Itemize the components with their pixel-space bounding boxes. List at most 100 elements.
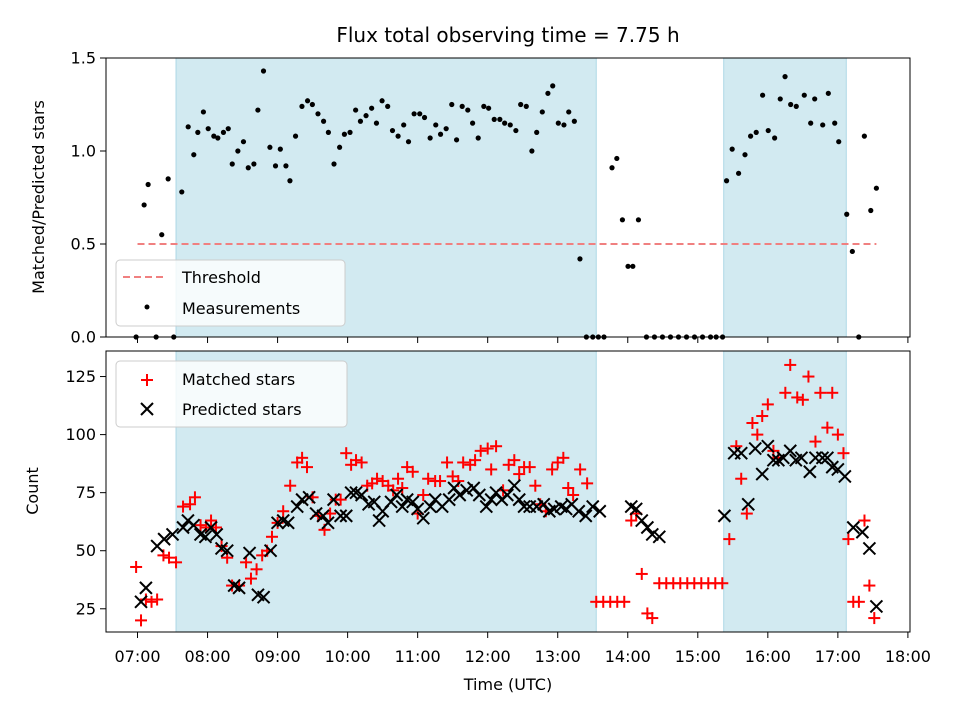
measurement-point [373, 120, 380, 126]
measurement-point [411, 111, 417, 117]
measurement-point [304, 98, 311, 104]
matched-star-point [340, 447, 353, 460]
matched-star-point [490, 440, 503, 453]
matched-star-point [761, 398, 774, 411]
measurement-point [625, 263, 631, 269]
predicted-star-point [281, 516, 295, 530]
measurement-point [561, 122, 567, 128]
measurement-point [331, 161, 337, 167]
predicted-star-point [741, 497, 755, 511]
predicted-star-point [157, 532, 171, 546]
measurement-point [571, 118, 577, 124]
matched-star-point [284, 479, 297, 492]
predicted-star-point [256, 590, 271, 604]
bottom-panel: 25 50 75 100 125 07:00 08:00 09:00 10:00 11:00 12… [23, 350, 931, 694]
measurement-point [267, 144, 273, 150]
x-tick-label: 10:00 [325, 647, 371, 666]
matched-star-point [581, 477, 594, 490]
top-panel: 0.0 0.5 1.0 1.5 Matched/Predicted stars Thr… [29, 49, 911, 347]
measurement-point [630, 263, 636, 269]
legend-predicted-swatch [140, 402, 154, 416]
matched-star-point [441, 456, 454, 469]
predicted-star-point [406, 495, 420, 509]
x-axis-label: Time (UTC) [463, 675, 552, 694]
matched-star-point [244, 572, 257, 585]
matched-star-point [796, 393, 809, 406]
measurement-point [405, 139, 412, 145]
matched-star-point [842, 533, 855, 546]
matched-star-point [406, 465, 419, 478]
matched-star-point [523, 461, 536, 474]
measurement-point [609, 165, 615, 171]
matched-star-point [574, 463, 587, 476]
measurement-point [309, 101, 315, 108]
bottom-legend: Matched stars Predicted stars [115, 360, 348, 428]
chart-title: Flux total observing time = 7.75 h [336, 23, 679, 47]
matched-star-point [277, 505, 290, 518]
predicted-star-point [484, 492, 498, 507]
matched-star-point [513, 468, 526, 481]
x-tick-label: 11:00 [395, 647, 441, 666]
predicted-star-point [652, 530, 666, 544]
measurement-point [507, 122, 513, 128]
measurement-point [782, 74, 788, 80]
matched-star-point [170, 556, 183, 569]
measurement-point [491, 116, 497, 122]
matched-star-point [145, 595, 158, 608]
measurement-point [760, 92, 766, 98]
matched-star-point [863, 579, 876, 592]
measurement-point [191, 152, 197, 158]
x-tick-label: 09:00 [255, 647, 301, 666]
measurement-point [369, 105, 375, 111]
matched-star-point [557, 451, 570, 464]
bottom-shaded-regions [175, 350, 847, 633]
measurement-point [475, 135, 481, 141]
predicted-star-point [316, 509, 330, 523]
matched-star-point [567, 488, 580, 501]
measurement-point [502, 120, 508, 126]
y-tick-label: 0.5 [71, 235, 96, 254]
measurement-point [205, 126, 211, 132]
measurement-point [459, 103, 465, 109]
x-tick-label: 13:00 [535, 647, 581, 666]
x-tick-label: 18:00 [885, 647, 931, 666]
matched-star-point [163, 551, 176, 564]
matched-star-point [334, 493, 347, 506]
measurement-point [523, 103, 529, 109]
matched-star-point [481, 442, 494, 455]
measurement-point [836, 139, 842, 145]
predicted-star-point [794, 451, 809, 465]
predicted-star-point [423, 499, 437, 514]
measurement-point [793, 103, 799, 109]
matched-star-point [188, 491, 201, 504]
y-tick-label: 25 [76, 599, 96, 618]
matched-star-point [546, 463, 559, 476]
matched-star-point [194, 519, 207, 532]
measurement-point [235, 148, 241, 154]
matched-star-point [635, 567, 648, 580]
bottom-axes-frame [105, 350, 911, 633]
measurement-point [545, 90, 551, 96]
measurement-point [433, 122, 439, 128]
predicted-star-point [134, 595, 148, 609]
measurement-point [437, 131, 444, 137]
matched-star-point [396, 482, 409, 495]
predicted-star-point [442, 492, 456, 507]
measurement-point [240, 139, 247, 145]
legend-measurements-label: Measurements [182, 299, 300, 318]
measurement-point [449, 101, 455, 108]
predicted-star-point [452, 488, 467, 502]
matched-star-point [562, 482, 575, 495]
measurement-point [245, 165, 251, 171]
predicted-star-point [165, 527, 180, 542]
legend-matched-swatch [141, 374, 153, 386]
matched-star-point [831, 428, 844, 441]
measurement-point [395, 133, 401, 139]
measurement-point [145, 181, 151, 188]
measurement-point [255, 107, 261, 113]
predicted-star-point [326, 492, 341, 507]
matched-star-point [177, 500, 190, 513]
matched-star-point [350, 454, 363, 467]
matched-star-point [474, 444, 487, 457]
